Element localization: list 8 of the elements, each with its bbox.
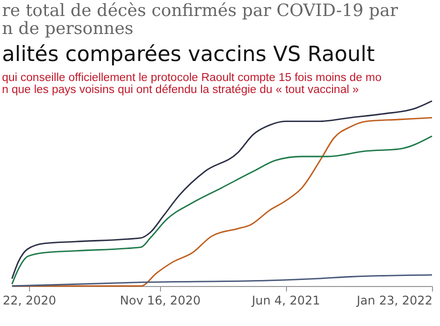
x-tick-label: Nov 16, 2020 <box>120 294 201 308</box>
chart-subtitle: alités comparées vaccins VS Raoult <box>2 42 376 66</box>
x-tick-label: Jan 23, 2022 <box>356 294 432 308</box>
text: qui conseille officiellement le protocole Raoult compte 15 fois moins de mo <box>2 72 382 84</box>
chart-title: re total de décès confirmés par COVID-19 par n de personnes <box>2 1 399 39</box>
x-tick-label: Jun 4, 2021 <box>250 294 320 308</box>
text: n que les pays voisins qui ont défendu la stratégie du « tout vaccinal » <box>2 84 360 96</box>
x-tick-label: 22, 2020 <box>2 294 56 308</box>
